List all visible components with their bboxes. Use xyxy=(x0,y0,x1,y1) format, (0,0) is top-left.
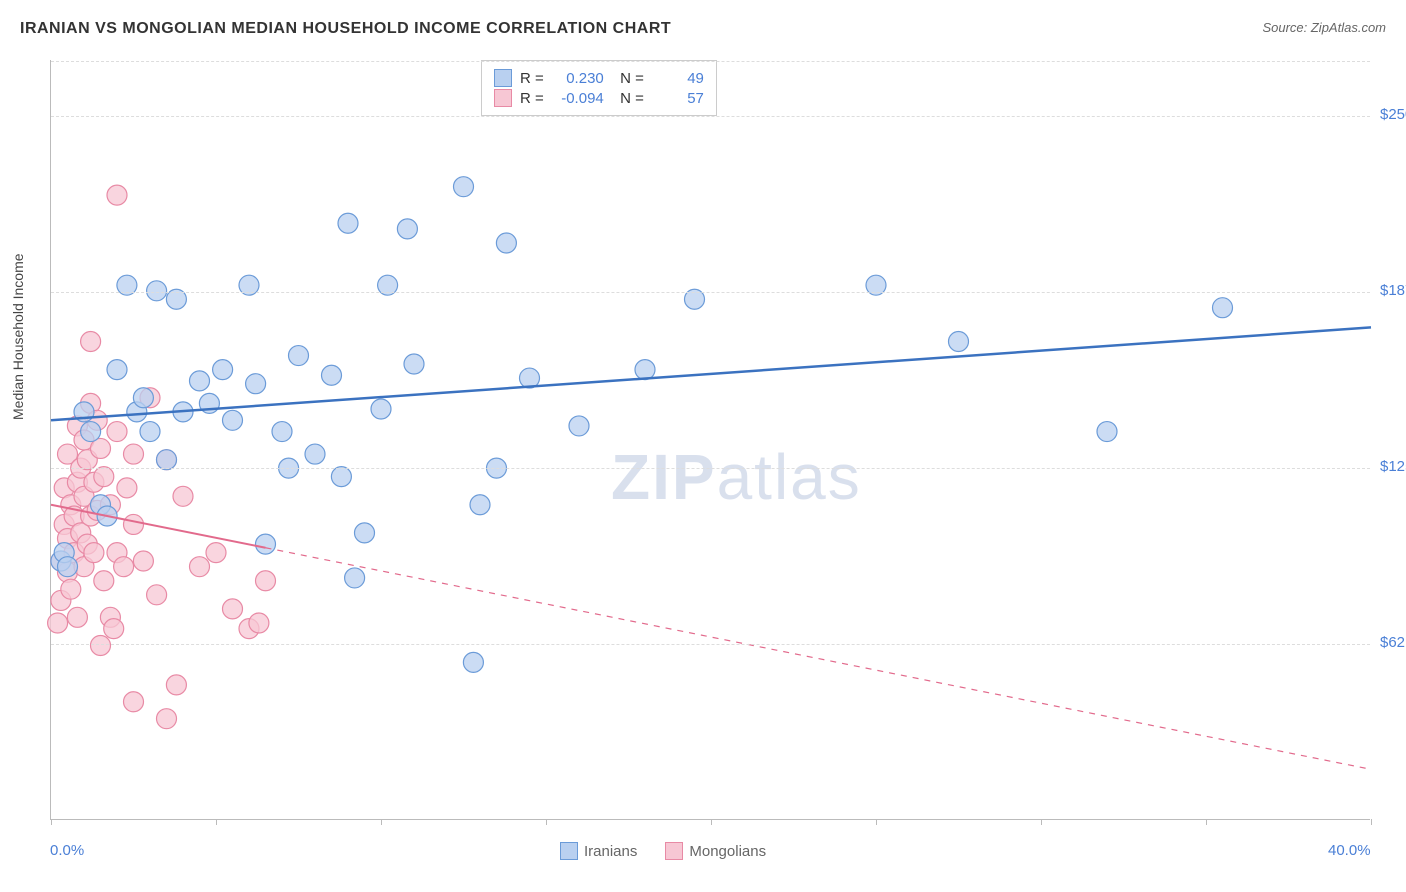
x-axis-max-label: 40.0% xyxy=(1328,842,1371,859)
y-tick-label: $187,500 xyxy=(1380,282,1406,299)
plot-area: ZIPatlas R = 0.230 N = 49 R = -0.094 N =… xyxy=(50,60,1370,820)
chart-container: IRANIAN VS MONGOLIAN MEDIAN HOUSEHOLD IN… xyxy=(0,0,1406,892)
y-tick-label: $62,500 xyxy=(1380,634,1406,651)
y-axis-label: Median Household Income xyxy=(10,253,26,420)
source-attribution: Source: ZipAtlas.com xyxy=(1262,20,1386,35)
x-axis-min-label: 0.0% xyxy=(50,842,84,859)
legend-label-mongolians: Mongolians xyxy=(689,843,766,860)
scatter-svg xyxy=(51,60,1370,819)
y-tick-label: $250,000 xyxy=(1380,106,1406,123)
legend-label-iranians: Iranians xyxy=(584,843,637,860)
legend-item-iranians: Iranians xyxy=(560,842,637,860)
y-tick-label: $125,000 xyxy=(1380,458,1406,475)
legend-swatch-iranians xyxy=(560,842,578,860)
chart-title: IRANIAN VS MONGOLIAN MEDIAN HOUSEHOLD IN… xyxy=(20,20,671,38)
legend-swatch-mongolians xyxy=(665,842,683,860)
legend-item-mongolians: Mongolians xyxy=(665,842,766,860)
series-legend: Iranians Mongolians xyxy=(560,842,766,860)
